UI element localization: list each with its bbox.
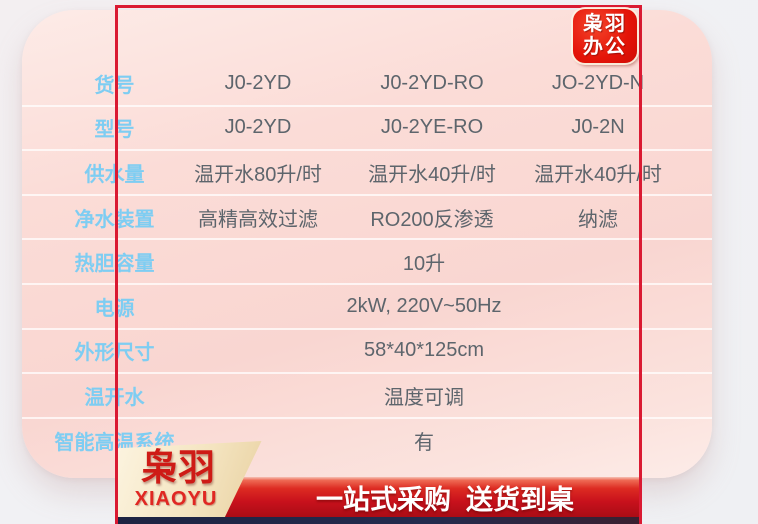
- frame-line-top: [115, 5, 642, 8]
- table-row: 货号 J0-2YD J0-2YD-RO JO-2YD-N: [22, 62, 712, 105]
- row-value: J0-2YD-RO: [380, 71, 484, 94]
- frame-line-right: [639, 5, 642, 524]
- row-value: 温度可调: [384, 386, 464, 409]
- row-value: 2kW, 220V~50Hz: [346, 294, 502, 317]
- xiaoyu-logo-latin: XIAOYU: [134, 488, 218, 510]
- brand-seal-line1: 枭羽: [583, 13, 627, 35]
- brand-seal-line2: 办公: [583, 36, 627, 58]
- table-row: 外形尺寸 58*40*125cm: [22, 327, 712, 373]
- row-value: J0-2N: [571, 116, 625, 139]
- xiaoyu-logo-chinese: 枭羽: [141, 448, 215, 489]
- table-row: 热胆容量 10升: [22, 238, 712, 283]
- table-row: 净水装置 高精高效过滤 RO200反渗透 纳滤: [22, 193, 712, 239]
- row-value: J0-2YE-RO: [380, 116, 484, 139]
- row-label: 净水装置: [22, 203, 207, 232]
- row-value: 58*40*125cm: [363, 339, 485, 362]
- row-value: RO200反渗透: [370, 208, 494, 231]
- row-label: 电源: [22, 292, 207, 321]
- row-value: 温开水40升/时: [534, 163, 662, 186]
- table-row: 供水量 温开水80升/时 温开水40升/时 温开水40升/时: [22, 149, 712, 194]
- table-row: 型号 J0-2YD J0-2YE-RO J0-2N: [22, 104, 712, 150]
- row-value: 有: [414, 431, 434, 454]
- row-value: 高精高效过滤: [198, 208, 318, 231]
- row-label: 热胆容量: [22, 247, 207, 276]
- bottom-strip: [116, 517, 642, 524]
- frame-line-left: [115, 5, 118, 524]
- row-label: 型号: [22, 113, 207, 142]
- row-label: 外形尺寸: [22, 336, 207, 365]
- table-row: 电源 2kW, 220V~50Hz: [22, 282, 712, 328]
- row-label: 货号: [22, 69, 207, 98]
- spec-card: 货号 J0-2YD J0-2YD-RO JO-2YD-N 型号 J0-2YD J0-2…: [22, 10, 712, 478]
- row-value: JO-2YD-N: [551, 71, 645, 94]
- row-value: 温开水40升/时: [368, 163, 496, 186]
- row-value: J0-2YD: [224, 116, 292, 139]
- table-row: 温开水 温度可调: [22, 372, 712, 417]
- row-value: 纳滤: [578, 208, 618, 231]
- row-value: J0-2YD: [224, 71, 292, 94]
- row-value: 10升: [402, 253, 446, 276]
- row-value: 温开水80升/时: [194, 163, 322, 186]
- row-label: 温开水: [22, 381, 207, 410]
- row-label: 供水量: [22, 158, 207, 187]
- spec-table: 货号 J0-2YD J0-2YD-RO JO-2YD-N 型号 J0-2YD J0-2…: [22, 62, 712, 461]
- promo-banner-text: 一站式采购 送货到桌: [315, 485, 574, 515]
- brand-seal: 枭羽 办公: [573, 9, 637, 63]
